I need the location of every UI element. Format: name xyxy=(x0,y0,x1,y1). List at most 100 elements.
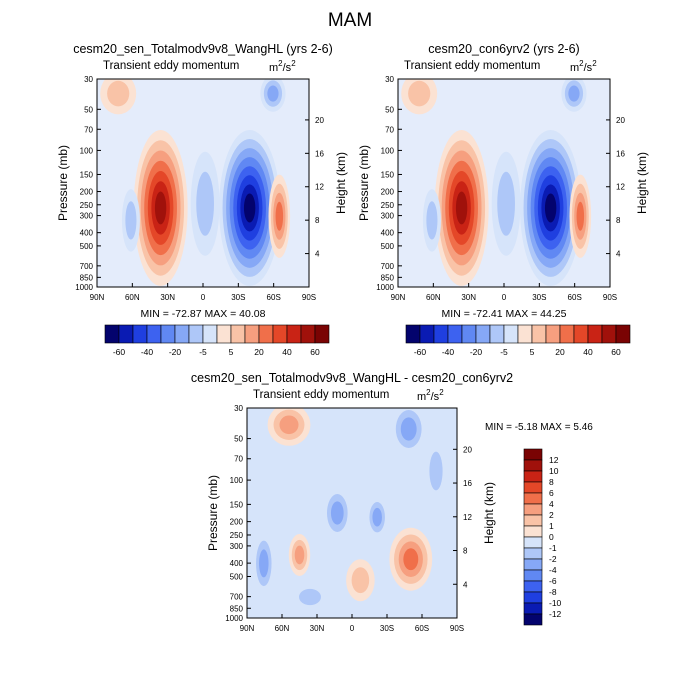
contour-fill xyxy=(568,85,580,102)
colorbar-box xyxy=(523,580,543,593)
panel-subtitle: Transient eddy momentum xyxy=(103,60,239,72)
contour-fill xyxy=(154,191,167,225)
y2-tick-label: 4 xyxy=(616,250,621,259)
colorbar-box xyxy=(216,324,232,344)
colorbar-label: -5 xyxy=(199,347,207,357)
y2-tick-label: 16 xyxy=(616,149,625,158)
colorbar-label: -40 xyxy=(141,347,154,357)
y-tick-label: 300 xyxy=(381,212,395,221)
units-label: m2/s2 xyxy=(269,59,296,74)
units-exp: 2 xyxy=(579,59,584,68)
x-tick-label: 60N xyxy=(426,293,441,302)
contour-fill xyxy=(125,201,137,240)
y-tick-label: 1000 xyxy=(225,614,243,623)
y-tick-label: 500 xyxy=(230,572,244,581)
colorbar-box xyxy=(531,324,547,344)
y2-tick-label: 8 xyxy=(463,547,468,556)
x-tick-label: 60S xyxy=(568,293,582,302)
colorbar-label: 60 xyxy=(310,347,320,357)
colorbar-box xyxy=(489,324,505,344)
colorbar-label: 20 xyxy=(254,347,264,357)
contour-fill xyxy=(107,80,130,107)
colorbar-label: -1 xyxy=(549,543,557,553)
y2-tick-label: 4 xyxy=(463,580,468,589)
units-base: m xyxy=(570,62,579,74)
colorbar-label: 5 xyxy=(530,347,535,357)
colorbar-box xyxy=(523,448,543,461)
y2-tick-label: 4 xyxy=(315,250,320,259)
colorbar-box xyxy=(174,324,190,344)
contour-fill xyxy=(497,171,515,236)
colorbar-box xyxy=(523,536,543,549)
y-tick-label: 200 xyxy=(80,188,94,197)
y2-tick-label: 20 xyxy=(616,116,625,125)
min-max-stats: MIN = -72.87 MAX = 40.08 xyxy=(141,308,266,320)
colorbar-box xyxy=(146,324,162,344)
y-tick-label: 500 xyxy=(80,242,94,251)
contour-fill xyxy=(267,85,279,102)
y-tick-label: 250 xyxy=(381,201,395,210)
colorbar-box xyxy=(132,324,148,344)
chart-panel-1: cesm20_sen_Totalmodv9v8_WangHL (yrs 2-6)… xyxy=(56,42,348,357)
units-exp2: 2 xyxy=(592,59,597,68)
y-tick-label: 300 xyxy=(230,542,244,551)
y-tick-label: 1000 xyxy=(75,283,93,292)
units-exp: 2 xyxy=(426,388,431,397)
y2-axis-label: Height (km) xyxy=(334,152,348,214)
colorbar-box xyxy=(523,481,543,494)
y-tick-label: 700 xyxy=(230,593,244,602)
y2-tick-label: 20 xyxy=(463,445,472,454)
colorbar-box xyxy=(433,324,449,344)
y-axis-label: Pressure (mb) xyxy=(206,475,220,551)
colorbar-box xyxy=(523,558,543,571)
y-tick-label: 400 xyxy=(230,559,244,568)
y2-tick-label: 8 xyxy=(315,216,320,225)
colorbar-box xyxy=(559,324,575,344)
units-label: m2/s2 xyxy=(570,59,597,74)
colorbar-box xyxy=(587,324,603,344)
units-tail: /s xyxy=(283,62,292,74)
x-tick-label: 90N xyxy=(90,293,105,302)
y2-tick-label: 16 xyxy=(463,479,472,488)
colorbar-box xyxy=(244,324,260,344)
contour-field xyxy=(398,79,610,287)
panel-subtitle: Transient eddy momentum xyxy=(404,60,540,72)
units-exp2: 2 xyxy=(439,388,444,397)
colorbar-label: 40 xyxy=(583,347,593,357)
colorbar-box xyxy=(545,324,561,344)
x-tick-label: 60S xyxy=(415,624,429,633)
colorbar-label: -5 xyxy=(500,347,508,357)
panel-title: cesm20_sen_Totalmodv9v8_WangHL - cesm20_… xyxy=(191,371,513,385)
y-axis-label: Pressure (mb) xyxy=(357,145,371,221)
colorbar-label: 0 xyxy=(549,532,554,542)
y-tick-label: 1000 xyxy=(376,283,394,292)
colorbar-box xyxy=(523,613,543,626)
colorbar-label: -6 xyxy=(549,576,557,586)
contour-fill xyxy=(426,201,438,240)
y-tick-label: 400 xyxy=(80,229,94,238)
colorbar-box xyxy=(523,503,543,516)
y-tick-label: 30 xyxy=(385,75,394,84)
x-tick-label: 90S xyxy=(603,293,617,302)
contour-fill xyxy=(275,201,284,231)
colorbar-box xyxy=(573,324,589,344)
x-tick-label: 30S xyxy=(532,293,546,302)
y2-tick-label: 12 xyxy=(463,513,472,522)
y-tick-label: 700 xyxy=(80,262,94,271)
units-base: m xyxy=(269,62,278,74)
x-tick-label: 60N xyxy=(125,293,140,302)
colorbar-label: 4 xyxy=(549,499,554,509)
chart-panel-2: cesm20_con6yrv2 (yrs 2-6) Transient eddy … xyxy=(357,42,649,357)
colorbar-box xyxy=(272,324,288,344)
colorbar-label: -20 xyxy=(169,347,182,357)
panel-subtitle: Transient eddy momentum xyxy=(253,389,389,401)
colorbar-box xyxy=(475,324,491,344)
colorbar-box xyxy=(230,324,246,344)
contour-fill xyxy=(299,588,321,606)
colorbar-label: 8 xyxy=(549,477,554,487)
colorbar-label: 1 xyxy=(549,521,554,531)
colorbar-label: 6 xyxy=(549,488,554,498)
contour-fill xyxy=(408,80,431,107)
y2-axis-label: Height (km) xyxy=(635,152,649,214)
contour-fill xyxy=(330,501,344,525)
